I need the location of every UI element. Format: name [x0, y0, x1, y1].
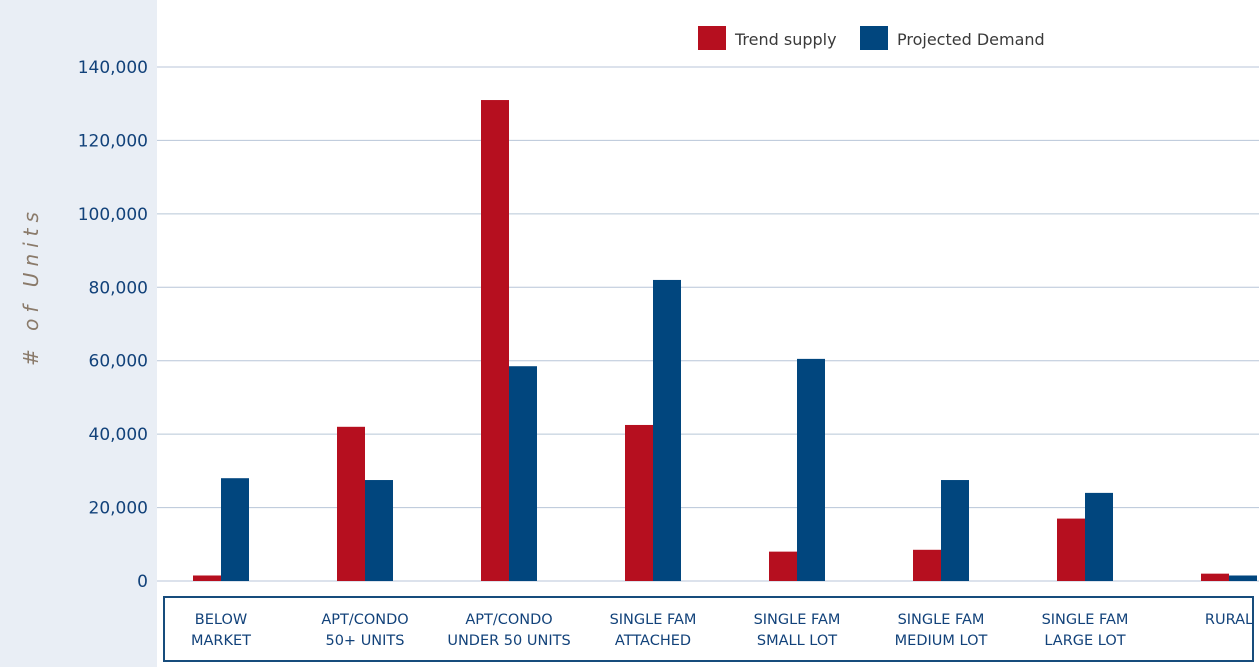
- projected-demand-bar: [941, 480, 969, 581]
- y-axis-tick-labels: 0 20,000 40,000 60,000 80,000 100,000 120,000 1…: [78, 58, 148, 592]
- category-label: SINGLE FAM LARGE LOT: [1042, 612, 1129, 649]
- y-tick-label: 0: [137, 572, 148, 592]
- category-label: APT/CONDO UNDER 50 UNITS: [447, 612, 570, 649]
- legend-label-trend-supply: Trend supply: [734, 30, 837, 49]
- projected-demand-bar: [509, 366, 537, 581]
- trend-supply-bar: [1057, 518, 1085, 581]
- legend-swatch-trend-supply: [698, 26, 726, 50]
- legend: Trend supply Projected Demand: [698, 26, 1045, 50]
- trend-supply-bar: [193, 575, 221, 581]
- category-labels: BELOW MARKET APT/CONDO 50+ UNITS APT/CONDO UN…: [191, 612, 1253, 649]
- y-tick-label: 120,000: [78, 131, 148, 151]
- bars: [193, 100, 1257, 582]
- projected-demand-bar: [221, 478, 249, 581]
- projected-demand-bar: [1085, 492, 1113, 581]
- projected-demand-bar: [653, 279, 681, 581]
- trend-supply-bar: [913, 549, 941, 581]
- trend-supply-bar: [625, 424, 653, 581]
- category-label: RURAL: [1205, 612, 1253, 628]
- y-tick-label: 60,000: [89, 352, 148, 372]
- y-tick-label: 40,000: [89, 425, 148, 445]
- category-label: SINGLE FAM SMALL LOT: [754, 612, 841, 649]
- projected-demand-bar: [797, 358, 825, 581]
- category-label: APT/CONDO 50+ UNITS: [321, 612, 408, 649]
- y-axis-title: # of Units: [19, 206, 43, 366]
- y-tick-label: 100,000: [78, 205, 148, 225]
- y-tick-label: 80,000: [89, 278, 148, 298]
- legend-label-projected-demand: Projected Demand: [897, 30, 1045, 49]
- category-label: SINGLE FAM ATTACHED: [610, 612, 697, 649]
- projected-demand-bar: [1229, 575, 1257, 581]
- legend-swatch-projected-demand: [860, 26, 888, 50]
- y-tick-label: 20,000: [89, 499, 148, 519]
- category-label: SINGLE FAM MEDIUM LOT: [895, 612, 988, 649]
- y-tick-label: 140,000: [78, 58, 148, 78]
- projected-demand-bar: [365, 480, 393, 581]
- trend-supply-bar: [1201, 573, 1229, 581]
- trend-supply-bar: [769, 551, 797, 581]
- trend-supply-bar: [481, 100, 509, 582]
- trend-supply-bar: [337, 426, 365, 581]
- category-axis-box: [163, 596, 1254, 662]
- category-label: BELOW MARKET: [191, 612, 251, 649]
